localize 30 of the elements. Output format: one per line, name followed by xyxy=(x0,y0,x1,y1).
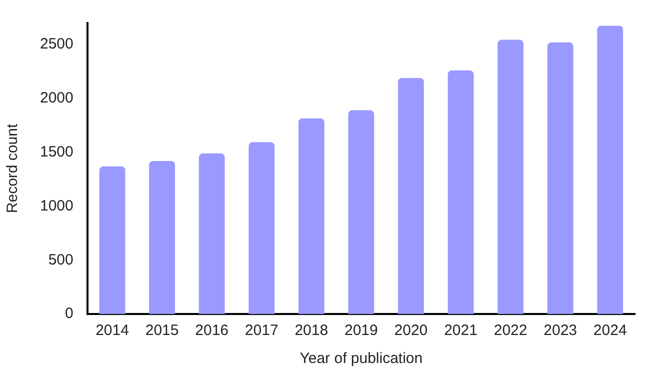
x-tick-label: 2022 xyxy=(494,322,528,340)
y-tick-label: 2500 xyxy=(40,36,74,53)
x-tick-label: 2014 xyxy=(96,322,129,340)
bar xyxy=(149,160,175,314)
x-tick-label: 2021 xyxy=(444,322,478,340)
x-tick-label: 2023 xyxy=(544,322,578,340)
x-tick-label: 2015 xyxy=(145,322,179,340)
x-tick-label: 2019 xyxy=(344,322,378,340)
bar xyxy=(99,166,126,314)
y-axis-title: Record count xyxy=(4,123,22,214)
bar xyxy=(547,42,574,314)
x-tick-label: 2017 xyxy=(244,322,278,340)
x-tick-label: 2016 xyxy=(195,322,229,340)
bar xyxy=(198,153,225,314)
bar xyxy=(398,78,424,314)
y-tick-label: 0 xyxy=(65,305,74,322)
y-tick-label: 2000 xyxy=(40,90,74,107)
bar xyxy=(597,26,624,314)
x-tick-label: 2024 xyxy=(593,322,627,340)
bar xyxy=(298,118,324,314)
x-tick-label: 2020 xyxy=(394,322,428,340)
bar xyxy=(448,70,474,314)
bar xyxy=(248,142,275,314)
bar xyxy=(498,40,524,314)
y-tick-label: 1500 xyxy=(40,143,74,160)
x-tick-label: 2018 xyxy=(294,322,328,340)
x-axis-title: Year of publication xyxy=(300,350,423,368)
y-tick-label: 1000 xyxy=(40,197,74,214)
y-tick-label: 500 xyxy=(48,251,74,268)
bar xyxy=(348,110,374,314)
